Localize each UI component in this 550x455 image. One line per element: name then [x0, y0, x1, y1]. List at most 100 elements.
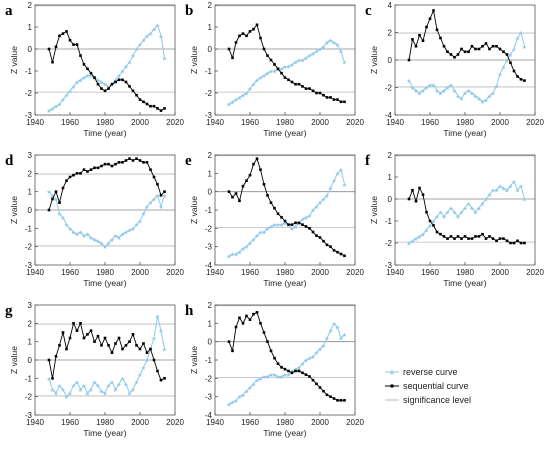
sequential-curve-point	[114, 162, 117, 166]
reverse-curve-point: ★	[483, 97, 488, 104]
sequential-curve-point	[460, 47, 463, 51]
y-tick-label: -2	[25, 393, 33, 402]
reverse-curve-point: ★	[88, 73, 93, 80]
y-tick-label: 0	[28, 206, 33, 215]
sequential-curve-point	[72, 322, 75, 325]
sequential-curve-point	[252, 162, 255, 166]
reverse-curve-point: ★	[237, 95, 242, 102]
reverse-curve-point: ★	[144, 204, 149, 211]
reverse-curve-point: ★	[81, 75, 86, 82]
reverse-curve-point: ★	[265, 226, 270, 233]
x-tick-label: 2020	[166, 418, 184, 427]
sequential-curve-point	[414, 44, 418, 48]
sequential-curve-point	[435, 28, 439, 32]
sequential-curve-point	[280, 216, 283, 219]
reverse-curve-point: ★	[88, 235, 93, 242]
reverse-curve-point: ★	[265, 71, 270, 78]
sequential-curve-point	[411, 188, 414, 192]
reverse-curve-point: ★	[127, 60, 132, 67]
reverse-curve-point: ★	[85, 73, 90, 80]
x-tick-label: 2020	[346, 418, 364, 427]
y-tick-label: 1	[28, 23, 33, 32]
reverse-curve-point: ★	[127, 391, 132, 398]
y-tick-label: 2	[28, 169, 33, 178]
y-tick-label: -3	[25, 111, 33, 120]
reverse-curve-point: ★	[342, 332, 347, 339]
sequential-curve-point	[488, 235, 491, 238]
sequential-curve-point	[234, 41, 238, 44]
sequential-curve-point	[128, 85, 131, 88]
panel-letter: e	[185, 153, 192, 169]
sequential-curve-point	[505, 53, 509, 56]
reverse-curve-point: ★	[158, 33, 163, 40]
sequential-curve-point	[110, 351, 114, 354]
sequential-curve-point	[336, 250, 339, 254]
sequential-curve-point	[297, 82, 301, 86]
sequential-curve-point	[421, 39, 425, 43]
x-tick-label: 1940	[206, 118, 224, 127]
sequential-curve-point	[297, 221, 301, 225]
reverse-curve-point: ★	[427, 82, 432, 89]
y-tick-label: -2	[385, 84, 393, 93]
x-tick-label: 1940	[206, 268, 224, 277]
reverse-curve-point: ★	[141, 38, 146, 45]
sequential-curve-point	[121, 78, 124, 82]
x-tick-label: 1960	[61, 268, 79, 277]
sequential-curve-point	[51, 60, 54, 64]
panel-f: ★★★★★★★★★★★★★★★★★★★★★★★★★★★★★★★★★★1940 19…	[365, 151, 544, 288]
sequential-curve-point	[93, 340, 96, 343]
sequential-curve-point	[336, 399, 339, 402]
reverse-curve-point: ★	[338, 336, 343, 343]
reverse-curve-point: ★	[226, 402, 231, 409]
reverse-curve-point: ★	[307, 53, 312, 60]
sequential-curve-point	[238, 199, 241, 203]
reverse-curve-point: ★	[307, 356, 312, 363]
reverse-curve-point: ★	[99, 80, 104, 87]
reverse-curve-point: ★	[158, 204, 163, 211]
sequential-curve-point	[301, 371, 304, 375]
y-tick-label: 3	[28, 301, 33, 310]
y-tick-label: 1	[388, 173, 393, 182]
reverse-curve-point: ★	[321, 343, 326, 350]
reverse-curve-point: ★	[420, 232, 425, 239]
y-tick-label: 1	[28, 338, 33, 347]
reverse-curve-point: ★	[240, 93, 245, 100]
y-tick-label: -2	[205, 374, 213, 383]
sequential-curve-point	[304, 87, 308, 90]
x-axis-title: Time (year)	[263, 428, 306, 438]
sequential-curve-point	[329, 395, 332, 398]
reverse-curve-point: ★	[511, 47, 516, 54]
reverse-curve-point: ★	[314, 204, 319, 211]
x-axis-title: Time (year)	[263, 278, 306, 288]
sequential-curve-point	[135, 344, 138, 347]
reverse-curve-point: ★	[144, 33, 149, 40]
reverse-curve-point: ★	[286, 372, 291, 379]
sequential-curve-point	[121, 161, 124, 164]
reverse-curve-point: ★	[497, 183, 502, 190]
sequential-curve-point	[273, 206, 276, 210]
reverse-curve-point: ★	[81, 383, 86, 390]
sequential-curve-point	[152, 358, 156, 362]
reverse-curve-point: ★	[441, 88, 446, 95]
sequential-curve-point	[491, 237, 495, 240]
sequential-curve-point	[512, 69, 516, 73]
sequential-curve-point	[273, 356, 276, 360]
reverse-curve-point: ★	[480, 99, 485, 106]
sequential-curve-point	[159, 378, 163, 382]
reverse-curve-point: ★	[279, 222, 284, 229]
reverse-curve-point: ★	[254, 233, 259, 240]
y-tick-label: 1	[28, 188, 33, 197]
sequential-curve-point	[47, 47, 51, 51]
y-tick-label: 2	[28, 319, 33, 328]
reverse-curve-point: ★	[78, 230, 83, 237]
x-tick-label: 2020	[166, 268, 184, 277]
sequential-curve-point	[318, 236, 322, 239]
reverse-curve-point: ★	[338, 49, 343, 56]
sequential-curve-point	[512, 241, 516, 245]
reverse-curve-point: ★	[469, 91, 474, 98]
x-axis-title: Time (year)	[83, 128, 126, 138]
sequential-curve-point	[509, 61, 512, 65]
reverse-curve-point: ★	[483, 197, 488, 204]
reverse-curve-point: ★	[230, 400, 235, 407]
reverse-curve-point: ★	[46, 189, 51, 196]
